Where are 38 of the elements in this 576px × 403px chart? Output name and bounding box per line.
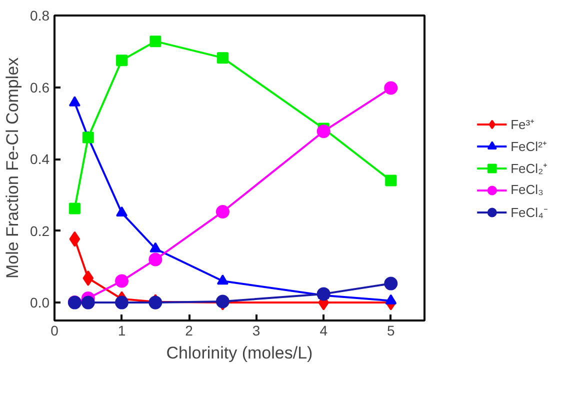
x-tick-label: 5 xyxy=(386,322,395,338)
legend-label: FeCl₂⁺ xyxy=(510,160,548,176)
point xyxy=(385,294,397,304)
y-tick-label: 0.8 xyxy=(30,8,50,24)
point xyxy=(115,296,129,310)
point xyxy=(384,276,398,290)
point xyxy=(116,54,128,66)
point xyxy=(115,274,129,288)
x-tick-label: 3 xyxy=(252,322,260,338)
legend-label: Fe³⁺ xyxy=(510,116,534,132)
legend-label: FeCl₃ xyxy=(510,182,544,197)
point xyxy=(216,274,228,285)
y-axis-title: Mole Fraction Fe-Cl Complex xyxy=(3,56,22,279)
x-tick-label: 4 xyxy=(320,322,328,338)
point xyxy=(68,96,80,106)
point xyxy=(216,52,228,64)
point xyxy=(150,36,162,48)
x-tick-label: 1 xyxy=(118,322,126,338)
point xyxy=(82,270,94,286)
y-tick-label: 0.2 xyxy=(30,222,50,239)
legend-label: FeCl₄⁻ xyxy=(510,204,548,220)
point xyxy=(216,205,230,219)
point xyxy=(69,231,80,247)
point xyxy=(81,296,95,310)
legend-label: FeCl²⁺ xyxy=(510,138,546,154)
point xyxy=(116,206,128,216)
point xyxy=(316,124,330,138)
point xyxy=(385,174,397,186)
x-axis-title: Chlorinity (moles/L) xyxy=(166,344,313,362)
x-tick-label: 2 xyxy=(185,322,194,338)
y-tick-label: 0.0 xyxy=(30,294,50,311)
point xyxy=(384,81,398,95)
x-tick-label: 0 xyxy=(50,322,59,338)
point xyxy=(68,202,80,214)
y-tick-label: 0.6 xyxy=(30,79,50,96)
point xyxy=(150,242,162,252)
point xyxy=(148,252,162,266)
y-tick-label: 0.4 xyxy=(30,151,50,168)
